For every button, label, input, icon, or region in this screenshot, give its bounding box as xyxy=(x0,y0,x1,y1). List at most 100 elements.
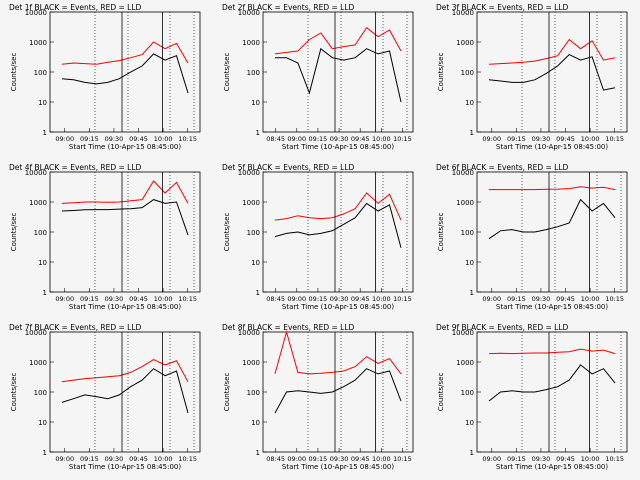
chart-title: Det 6f BLACK = Events, RED = LLD xyxy=(436,163,569,172)
x-tick-label: 09:45 xyxy=(129,455,148,463)
x-tick-label: 09:15 xyxy=(507,455,526,463)
x-tick-label: 09:00 xyxy=(287,455,306,463)
x-tick-label: 10:15 xyxy=(393,135,412,143)
x-tick-label: 08:45 xyxy=(266,455,285,463)
y-tick-label: 1000 xyxy=(29,199,47,207)
y-tick-label: 1000 xyxy=(456,359,474,367)
y-tick-label: 1000 xyxy=(29,39,47,47)
x-tick-label: 09:30 xyxy=(532,135,551,143)
series-line-events xyxy=(275,47,402,103)
plot-frame xyxy=(262,331,414,453)
y-tick-label: 100 xyxy=(247,229,260,237)
x-tick-label: 09:45 xyxy=(556,455,575,463)
x-tick-label: 09:15 xyxy=(80,455,99,463)
x-tick-label: 09:30 xyxy=(330,455,349,463)
x-axis-label: Start Time (10-Apr-15 08:45:00) xyxy=(496,463,608,471)
y-tick-label: 1 xyxy=(256,449,260,457)
chart-panel-5: Det 5f BLACK = Events, RED = LLD 1 10 100 10… xyxy=(222,163,414,311)
y-tick-label: 10 xyxy=(465,99,474,107)
series-line-events xyxy=(488,53,616,91)
series-line-lld xyxy=(488,38,616,65)
x-axis-label: Start Time (10-Apr-15 08:45:00) xyxy=(282,463,394,471)
chart-title: Det 9f BLACK = Events, RED = LLD xyxy=(436,323,569,332)
plot-frame xyxy=(262,171,414,293)
x-tick-label: 09:45 xyxy=(129,135,148,143)
y-axis-label: Counts/sec xyxy=(223,213,231,252)
y-axis-label: Counts/sec xyxy=(437,53,445,92)
y-tick-label: 1000 xyxy=(242,199,260,207)
series-line-events xyxy=(488,198,616,240)
series-line-events xyxy=(61,53,189,94)
y-tick-label: 100 xyxy=(34,389,47,397)
y-tick-label: 100 xyxy=(461,229,474,237)
series-line-lld xyxy=(489,186,616,191)
series-line-events xyxy=(61,368,189,414)
chart-panel-8: Det 8f BLACK = Events, RED = LLD 1 10 100 10… xyxy=(222,323,414,471)
chart-panel-9: Det 9f BLACK = Events, RED = LLD 1 10 100 10… xyxy=(436,323,628,471)
x-tick-label: 09:45 xyxy=(556,295,575,303)
x-tick-label: 10:15 xyxy=(178,135,197,143)
chart-panel-7: Det 7f BLACK = Events, RED = LLD 1 10 100 10… xyxy=(9,323,201,471)
y-tick-label: 1 xyxy=(470,449,474,457)
y-tick-label: 10000 xyxy=(238,9,260,17)
y-tick-label: 10000 xyxy=(452,169,474,177)
chart-panel-3: Det 3f BLACK = Events, RED = LLD 1 10 100 10… xyxy=(436,3,628,151)
x-tick-label: 09:15 xyxy=(309,295,328,303)
series-line-events xyxy=(274,368,402,414)
series-line-events xyxy=(274,202,402,248)
chart-title: Det 1f BLACK = Events, RED = LLD xyxy=(9,3,142,12)
y-tick-label: 1000 xyxy=(456,199,474,207)
x-tick-label: 09:45 xyxy=(351,135,370,143)
chart-title: Det 7f BLACK = Events, RED = LLD xyxy=(9,323,142,332)
x-tick-label: 10:15 xyxy=(605,455,624,463)
chart-panel-6: Det 6f BLACK = Events, RED = LLD 1 10 100 10… xyxy=(436,163,628,311)
series-line-events xyxy=(488,364,616,402)
x-tick-label: 10:15 xyxy=(605,295,624,303)
chart-panel-2: Det 2f BLACK = Events, RED = LLD 1 10 100 10… xyxy=(222,3,414,151)
plot-frame xyxy=(49,331,201,453)
x-tick-label: 09:15 xyxy=(80,295,99,303)
y-tick-label: 10000 xyxy=(238,329,260,337)
x-axis-label: Start Time (10-Apr-15 08:45:00) xyxy=(496,303,608,311)
y-tick-label: 100 xyxy=(247,69,260,77)
chart-title: Det 5f BLACK = Events, RED = LLD xyxy=(222,163,355,172)
x-tick-label: 09:15 xyxy=(309,455,328,463)
x-tick-label: 09:45 xyxy=(351,455,370,463)
y-tick-label: 10 xyxy=(465,419,474,427)
chart-panel-4: Det 4f BLACK = Events, RED = LLD 1 10 100 10… xyxy=(9,163,201,311)
y-tick-label: 100 xyxy=(461,69,474,77)
y-tick-label: 10000 xyxy=(452,329,474,337)
y-tick-label: 10 xyxy=(38,99,47,107)
y-tick-label: 10 xyxy=(251,419,260,427)
y-tick-label: 1 xyxy=(256,289,260,297)
x-tick-label: 09:00 xyxy=(482,295,501,303)
x-tick-label: 09:30 xyxy=(105,295,124,303)
x-tick-label: 09:30 xyxy=(330,135,349,143)
x-tick-label: 09:15 xyxy=(80,135,99,143)
x-tick-label: 10:15 xyxy=(178,295,197,303)
y-tick-label: 1 xyxy=(43,289,47,297)
y-axis-label: Counts/sec xyxy=(10,373,18,412)
y-tick-label: 10000 xyxy=(25,329,47,337)
y-tick-label: 1000 xyxy=(242,39,260,47)
plot-frame xyxy=(262,11,414,133)
y-tick-label: 10 xyxy=(251,99,260,107)
y-tick-label: 1 xyxy=(43,129,47,137)
plot-frame xyxy=(49,171,201,293)
y-tick-label: 1000 xyxy=(456,39,474,47)
x-tick-label: 09:30 xyxy=(105,135,124,143)
x-tick-label: 09:30 xyxy=(532,295,551,303)
x-tick-label: 09:00 xyxy=(55,455,74,463)
x-tick-label: 10:00 xyxy=(154,135,173,143)
y-tick-label: 1 xyxy=(43,449,47,457)
y-axis-label: Counts/sec xyxy=(10,213,18,252)
x-tick-label: 09:30 xyxy=(105,455,124,463)
x-tick-label: 09:00 xyxy=(482,455,501,463)
x-tick-label: 10:15 xyxy=(605,135,624,143)
x-tick-label: 10:00 xyxy=(372,135,391,143)
x-tick-label: 09:45 xyxy=(351,295,370,303)
y-tick-label: 1 xyxy=(470,289,474,297)
x-tick-label: 09:15 xyxy=(507,295,526,303)
x-tick-label: 09:45 xyxy=(556,135,575,143)
